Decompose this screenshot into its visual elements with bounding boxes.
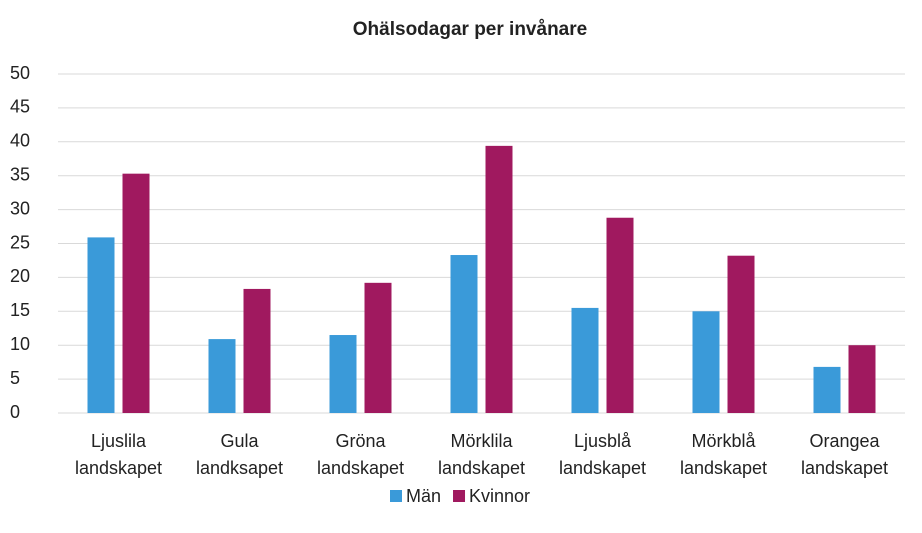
bar <box>87 237 115 413</box>
x-tick-label: Ljuslila landskapet <box>75 431 162 478</box>
x-tick-label: Ljusblå landskapet <box>559 431 646 478</box>
chart-title: Ohälsodagar per invånare <box>353 19 587 40</box>
y-tick-label: 45 <box>10 97 30 117</box>
bar <box>848 345 876 413</box>
bar <box>208 339 236 413</box>
bar <box>571 307 599 413</box>
y-tick-label: 10 <box>10 334 30 354</box>
y-tick-label: 0 <box>10 402 20 422</box>
x-tick-label: Gula landksapet <box>196 431 283 478</box>
bar <box>813 366 841 413</box>
bar <box>727 255 755 413</box>
legend-swatch <box>390 490 402 502</box>
bar <box>606 217 634 413</box>
bar <box>243 288 271 413</box>
y-tick-label: 40 <box>10 131 30 151</box>
bar <box>692 311 720 413</box>
bar <box>329 335 357 413</box>
y-tick-label: 5 <box>10 368 20 388</box>
y-tick-label: 30 <box>10 198 30 218</box>
x-tick-label: Mörkblå landskapet <box>680 431 767 478</box>
y-tick-label: 50 <box>10 63 30 83</box>
y-tick-label: 15 <box>10 300 30 320</box>
bar <box>122 173 150 413</box>
bar <box>450 255 478 413</box>
bar <box>364 282 392 413</box>
x-tick-label: Mörklila landskapet <box>438 431 525 478</box>
y-tick-label: 35 <box>10 164 30 184</box>
x-tick-label: Orangea landskapet <box>801 431 888 478</box>
legend-swatch <box>453 490 466 502</box>
legend-label: Män <box>406 486 441 506</box>
y-tick-label: 25 <box>10 232 30 252</box>
legend-label: Kvinnor <box>469 486 530 506</box>
x-tick-label: Gröna landskapet <box>317 431 404 478</box>
y-tick-label: 20 <box>10 266 30 286</box>
bar <box>485 145 513 414</box>
